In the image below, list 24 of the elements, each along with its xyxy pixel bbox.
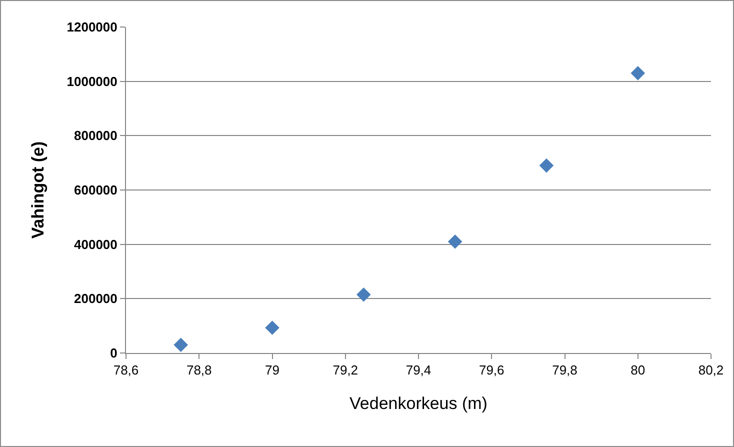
x-tick-label: 79,2 — [332, 362, 358, 378]
x-tick-label: 79,6 — [478, 362, 504, 378]
x-tick-label: 79,4 — [406, 362, 432, 378]
x-axis-title: Vedenkorkeus (m) — [350, 394, 488, 413]
y-tick-label: 1200000 — [66, 20, 118, 35]
x-tick-label: 78,6 — [113, 362, 139, 378]
x-tick-label: 80 — [630, 362, 646, 378]
y-tick-label: 400000 — [74, 236, 118, 252]
y-tick-label: 1000000 — [66, 74, 118, 89]
y-axis-title: Vahingot (e) — [28, 141, 48, 239]
x-tick-label: 80,2 — [698, 362, 724, 378]
point — [265, 320, 280, 335]
point — [174, 338, 188, 352]
x-tick-label: 79 — [265, 362, 280, 378]
point — [356, 287, 371, 302]
point — [448, 234, 462, 249]
y-tick-label: 0 — [110, 346, 118, 361]
y-tick-label: 200000 — [74, 291, 118, 306]
x-tick-label: 78,8 — [186, 362, 212, 378]
y-tick-label: 800000 — [74, 128, 118, 144]
x-tick-label: 79,8 — [552, 362, 578, 378]
point — [630, 66, 646, 80]
y-tick-label: 600000 — [74, 182, 118, 198]
point — [539, 158, 554, 173]
